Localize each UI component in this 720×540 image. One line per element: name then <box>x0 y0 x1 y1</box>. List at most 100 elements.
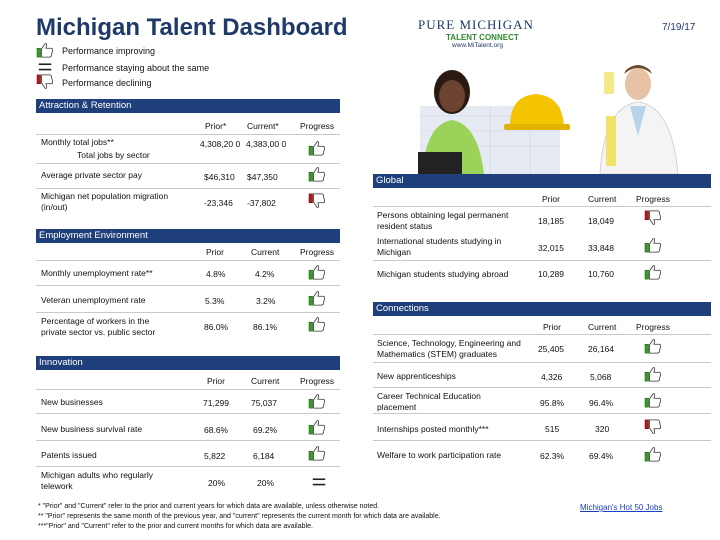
hot-50-jobs-link[interactable]: Michigan's Hot 50 Jobs <box>580 503 663 512</box>
section-header-connections: Connections <box>373 302 711 316</box>
logo-line-1: PURE MICHIGAN <box>418 17 534 32</box>
row-prior: 10,289 <box>538 269 564 279</box>
divider <box>36 389 340 390</box>
row-label: Internships posted monthly*** <box>377 424 489 434</box>
row-prior: 62.3% <box>540 451 565 461</box>
col-progress: Progress <box>300 247 335 257</box>
row-prior: 20% <box>208 478 226 488</box>
row-label: Persons obtaining legal permanent reside… <box>377 210 509 231</box>
row-prior: 4.8% <box>206 269 226 279</box>
footnote-3: ***"Prior" and "Current" refer to the pr… <box>38 523 313 530</box>
equals-icon <box>310 474 328 490</box>
row-label: Patents issued <box>41 450 97 460</box>
section-header-innovation: Innovation <box>36 356 340 370</box>
row-current: 18,049 <box>588 216 614 226</box>
row-label: Welfare to work participation rate <box>377 450 502 460</box>
logo-line-2: TALENT CONNECT <box>446 33 519 42</box>
divider <box>373 413 711 414</box>
row-current: $47,350 <box>247 172 278 182</box>
col-current: Current <box>588 194 617 204</box>
thumbs-up-icon <box>644 237 662 253</box>
row-label: Veteran unemployment rate <box>41 295 146 305</box>
divider <box>373 260 711 261</box>
equals-icon <box>36 59 54 75</box>
divider <box>36 188 340 189</box>
thumbs-down-icon <box>644 210 662 226</box>
thumbs-up-icon <box>644 366 662 382</box>
row-prior: 4,326 <box>541 372 563 382</box>
section-header-global: Global <box>373 174 711 188</box>
thumbs-down-icon <box>308 193 326 209</box>
row-label: Michigan adults who regularly telework <box>41 470 153 491</box>
thumbs-up-icon <box>308 140 326 156</box>
row-label: Percentage of workers in the private sec… <box>41 316 156 337</box>
col-progress: Progress <box>636 194 671 204</box>
row-sublabel: Total jobs by sector <box>77 150 150 160</box>
row-current: 4.2% <box>255 269 275 279</box>
col-progress: Progress <box>300 376 335 386</box>
col-prior: Prior <box>207 376 225 386</box>
row-current: 5,068 <box>590 372 612 382</box>
row-prior: 5.3% <box>205 296 225 306</box>
row-current: 10,760 <box>588 269 614 279</box>
col-current: Current <box>588 322 617 332</box>
row-label: Science, Technology, Engineering and Mat… <box>377 338 521 359</box>
divider <box>36 285 340 286</box>
row-label: New business survival rate <box>41 424 143 434</box>
row-current: 20% <box>257 478 275 488</box>
row-prior: -23,346 <box>204 198 233 208</box>
row-prior: 32,015 <box>538 243 564 253</box>
thumbs-up-icon <box>308 445 326 461</box>
divider <box>373 206 711 207</box>
thumbs-up-icon <box>644 392 662 408</box>
col-prior: Prior <box>543 322 561 332</box>
row-prior: 68.6% <box>204 425 229 435</box>
row-current: 3.2% <box>256 296 276 306</box>
thumbs-up-icon <box>644 264 662 280</box>
section-header-attraction: Attraction & Retention <box>36 99 340 113</box>
thumbs-up-icon <box>308 393 326 409</box>
row-current: 320 <box>595 424 610 434</box>
pure-michigan-logo: PURE MICHIGAN TALENT CONNECT www.MiTalen… <box>418 17 534 69</box>
row-current: 4,383,00 0 <box>246 139 287 149</box>
row-current: 86.1% <box>253 322 278 332</box>
row-prior: 4,308,20 0 <box>200 139 241 149</box>
row-label: New businesses <box>41 397 103 407</box>
thumbs-down-icon <box>36 74 54 90</box>
row-prior: $46,310 <box>204 172 235 182</box>
thumbs-up-icon <box>308 419 326 435</box>
row-prior: 95.8% <box>540 398 565 408</box>
page-title: Michigan Talent Dashboard <box>36 14 348 41</box>
row-current: -37,802 <box>247 198 276 208</box>
divider <box>373 440 711 441</box>
divider <box>36 134 340 135</box>
divider <box>36 440 340 441</box>
thumbs-up-icon <box>644 446 662 462</box>
row-current: 33,848 <box>588 243 614 253</box>
col-current: Current* <box>247 121 279 131</box>
thumbs-up-icon <box>308 264 326 280</box>
row-prior: 71,299 <box>203 398 229 408</box>
row-current: 6,184 <box>253 451 275 461</box>
legend-label: Performance declining <box>62 78 152 88</box>
row-prior: 5,822 <box>204 451 226 461</box>
row-label: Michigan students studying abroad <box>377 269 509 279</box>
col-progress: Progress <box>636 322 671 332</box>
thumbs-up-icon <box>308 166 326 182</box>
thumbs-up-icon <box>308 290 326 306</box>
row-label: International students studying in Michi… <box>377 236 502 257</box>
report-date: 7/19/17 <box>662 22 696 33</box>
section-header-employment: Employment Environment <box>36 229 340 243</box>
row-label: Monthly unemployment rate** <box>41 268 153 278</box>
legend-label: Performance staying about the same <box>62 63 210 73</box>
row-prior: 18,185 <box>538 216 564 226</box>
thumbs-up-icon <box>36 42 54 58</box>
row-label: New apprenticeships <box>377 371 456 381</box>
divider <box>373 334 711 335</box>
col-progress: Progress <box>300 121 335 131</box>
legend-improving: Performance improving <box>36 46 155 56</box>
col-prior: Prior <box>206 247 224 257</box>
divider <box>36 260 340 261</box>
footnote-2: ** "Prior" represents the same month of … <box>38 513 441 520</box>
col-prior: Prior* <box>205 121 227 131</box>
